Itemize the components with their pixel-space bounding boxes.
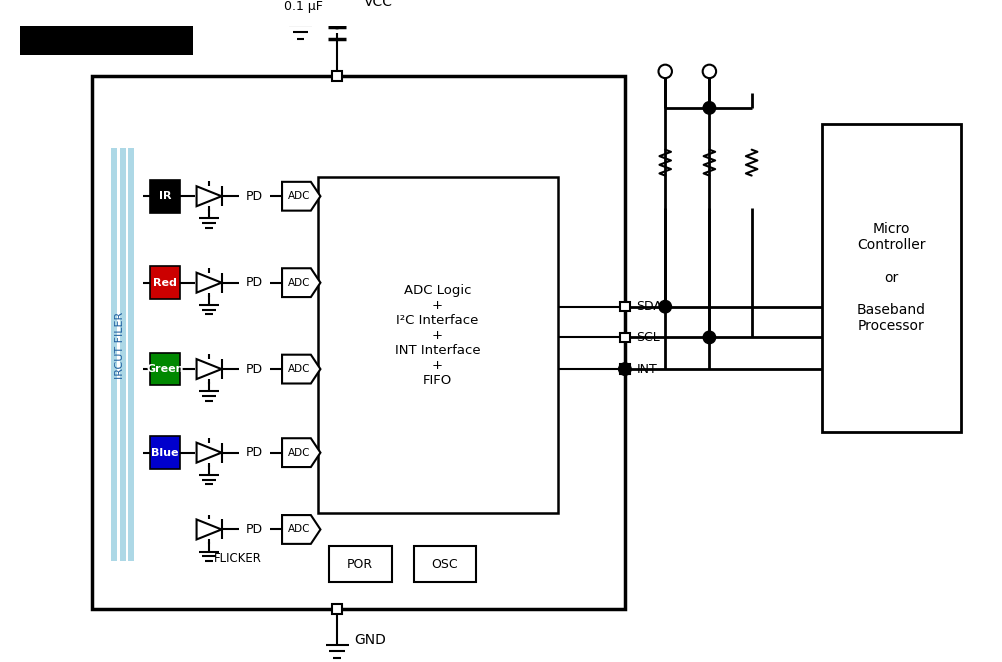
Polygon shape	[196, 186, 221, 207]
Bar	[120, 148, 125, 561]
Bar	[92, 76, 625, 609]
Text: FLICKER: FLICKER	[214, 552, 262, 565]
Text: IRCUT FILER: IRCUT FILER	[115, 311, 124, 379]
Text: ADC: ADC	[288, 277, 310, 288]
Text: OSC: OSC	[432, 557, 458, 571]
Bar	[333, 604, 342, 614]
Text: Micro
Controller

or

Baseband
Processor: Micro Controller or Baseband Processor	[857, 222, 926, 334]
Text: POR: POR	[348, 557, 374, 571]
Bar	[149, 353, 180, 385]
Text: VCC: VCC	[364, 0, 393, 9]
Bar	[20, 26, 192, 55]
Bar	[333, 71, 342, 81]
Bar	[149, 436, 180, 469]
Text: PD: PD	[245, 190, 263, 203]
Circle shape	[658, 65, 672, 78]
Circle shape	[332, 0, 343, 8]
Polygon shape	[196, 520, 221, 540]
Bar	[111, 148, 117, 561]
Text: ADC: ADC	[288, 364, 310, 374]
Text: Green: Green	[146, 364, 183, 374]
Bar	[620, 332, 629, 342]
Circle shape	[703, 331, 715, 344]
Text: PD: PD	[245, 523, 263, 536]
Text: 0.1 μF: 0.1 μF	[285, 0, 323, 13]
Text: Blue: Blue	[151, 448, 178, 457]
Bar	[822, 124, 961, 432]
Polygon shape	[282, 438, 321, 467]
Text: IR: IR	[158, 191, 171, 201]
Text: SDA: SDA	[636, 300, 662, 313]
Bar	[149, 266, 180, 299]
Text: ADC: ADC	[288, 191, 310, 201]
Bar	[620, 364, 629, 374]
Polygon shape	[282, 182, 321, 211]
Bar	[414, 545, 476, 583]
Circle shape	[659, 301, 671, 313]
Text: SCL: SCL	[636, 331, 660, 344]
Bar	[149, 180, 180, 213]
Bar	[318, 177, 558, 513]
Circle shape	[702, 65, 716, 78]
Text: Red: Red	[153, 277, 176, 288]
Polygon shape	[196, 273, 221, 293]
Polygon shape	[282, 515, 321, 544]
Circle shape	[703, 102, 715, 114]
Text: ADC: ADC	[288, 448, 310, 457]
Text: PD: PD	[245, 276, 263, 289]
Bar	[128, 148, 134, 561]
Text: PD: PD	[245, 363, 263, 375]
Polygon shape	[196, 443, 221, 463]
Polygon shape	[196, 359, 221, 379]
Polygon shape	[282, 268, 321, 297]
Text: INT: INT	[636, 363, 657, 375]
Polygon shape	[282, 355, 321, 383]
Circle shape	[332, 18, 343, 28]
Circle shape	[618, 363, 631, 375]
Bar	[620, 302, 629, 312]
Text: ADC Logic
+
I²C Interface
+
INT Interface
+
FIFO: ADC Logic + I²C Interface + INT Interfac…	[395, 284, 480, 387]
Text: ADC: ADC	[288, 524, 310, 534]
Text: GND: GND	[355, 633, 386, 647]
Text: PD: PD	[245, 446, 263, 459]
Bar	[329, 545, 392, 583]
